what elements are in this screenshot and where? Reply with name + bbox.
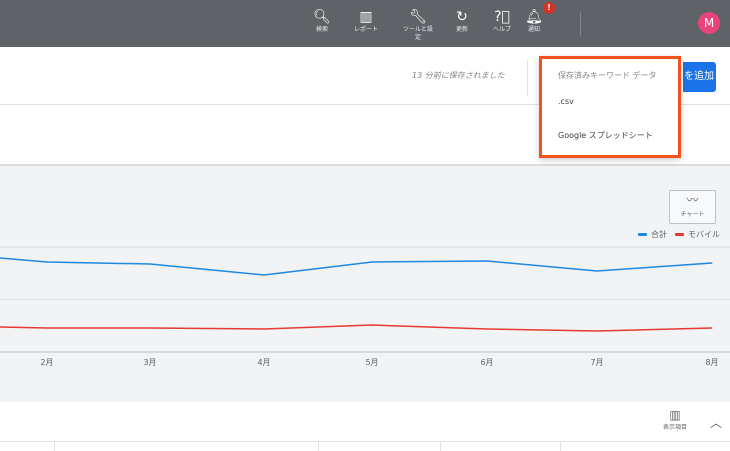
toolbar-label: ヘルプ: [492, 26, 511, 33]
toolbar-button-bell[interactable]: 🔔︎ 通知: [519, 8, 549, 34]
line-chart: 2月 3月 4月 5月 6月 7月 8月: [0, 246, 730, 367]
data-point: [263, 328, 265, 330]
chart-toggle-button[interactable]: 〰 チャート: [669, 190, 716, 224]
add-button[interactable]: を追加: [683, 62, 716, 92]
divider: [580, 12, 581, 36]
legend-item-total[interactable]: 合計: [638, 229, 667, 240]
toolbar-label: レポート: [353, 26, 378, 33]
refresh-icon: ↻: [456, 9, 468, 25]
search-icon: 🔍︎: [313, 9, 331, 25]
report-icon: ▥: [359, 9, 373, 25]
column-divider: [318, 442, 319, 451]
columns-label: 表示項目: [662, 424, 687, 431]
data-point: [711, 262, 713, 264]
data-point: [149, 263, 151, 265]
x-tick-label: 8月: [705, 358, 718, 367]
series-line-1: [0, 324, 713, 332]
toolbar-button-report[interactable]: ▥ レポート: [351, 8, 381, 34]
data-point: [596, 330, 598, 332]
data-point: [371, 324, 373, 326]
wrench-icon: 🔧︎: [409, 9, 427, 25]
table-row: [0, 442, 730, 451]
data-point: [486, 260, 488, 262]
top-bar: [0, 0, 730, 47]
data-point: [486, 328, 488, 330]
data-point: [46, 327, 48, 329]
toolbar-button-wrench[interactable]: 🔧︎ ツールと設定: [403, 8, 433, 42]
notification-badge: !: [543, 2, 555, 14]
data-point: [0, 257, 1, 259]
column-divider: [54, 442, 55, 451]
help-icon: ?⃝: [494, 9, 510, 25]
chart-legend: 合計 モバイル: [638, 229, 720, 240]
chevron-up-icon[interactable]: ︿: [710, 416, 723, 430]
table-header: [0, 402, 730, 442]
toolbar-button-help[interactable]: ?⃝ ヘルプ: [487, 8, 517, 34]
data-point: [46, 261, 48, 263]
toolbar-button-search[interactable]: 🔍︎ 検索: [307, 8, 337, 34]
chart-toggle-label: チャート: [680, 211, 705, 218]
x-tick-label: 2月: [40, 358, 53, 367]
legend-item-mobile[interactable]: モバイル: [675, 229, 720, 240]
avatar[interactable]: M: [698, 12, 720, 34]
toolbar-label: ツールと設定: [403, 26, 434, 41]
series-line-0: [0, 257, 713, 276]
columns-button[interactable]: ▥ 表示項目: [655, 408, 695, 431]
bell-icon: 🔔︎: [525, 9, 543, 25]
x-tick-label: 5月: [365, 358, 378, 367]
x-tick-label: 6月: [480, 358, 493, 367]
column-divider: [560, 442, 561, 451]
toolbar-label: 通知: [527, 26, 540, 33]
x-tick-label: 4月: [257, 358, 270, 367]
toolbar-button-refresh[interactable]: ↻ 更新: [447, 8, 477, 34]
x-tick-label: 3月: [143, 358, 156, 367]
line-chart-icon: 〰: [686, 193, 699, 207]
data-point: [596, 270, 598, 272]
saved-status: 13 分前に保存されました: [412, 71, 505, 80]
download-menu: 保存済みキーワード データ .csv Google スプレッドシート: [539, 56, 681, 158]
column-divider: [440, 442, 441, 451]
menu-item-google-sheets[interactable]: Google スプレッドシート: [558, 131, 653, 140]
columns-icon: ▥: [669, 408, 681, 422]
data-point: [0, 326, 1, 328]
data-point: [371, 261, 373, 263]
toolbar-label: 検索: [315, 26, 328, 33]
data-point: [711, 327, 713, 329]
chart-area: [0, 166, 730, 402]
menu-item-csv[interactable]: .csv: [558, 97, 574, 106]
x-tick-label: 7月: [590, 358, 603, 367]
data-point: [263, 274, 265, 276]
data-point: [149, 327, 151, 329]
divider: [527, 60, 528, 96]
toolbar-label: 更新: [455, 26, 468, 33]
menu-heading: 保存済みキーワード データ: [558, 71, 657, 80]
